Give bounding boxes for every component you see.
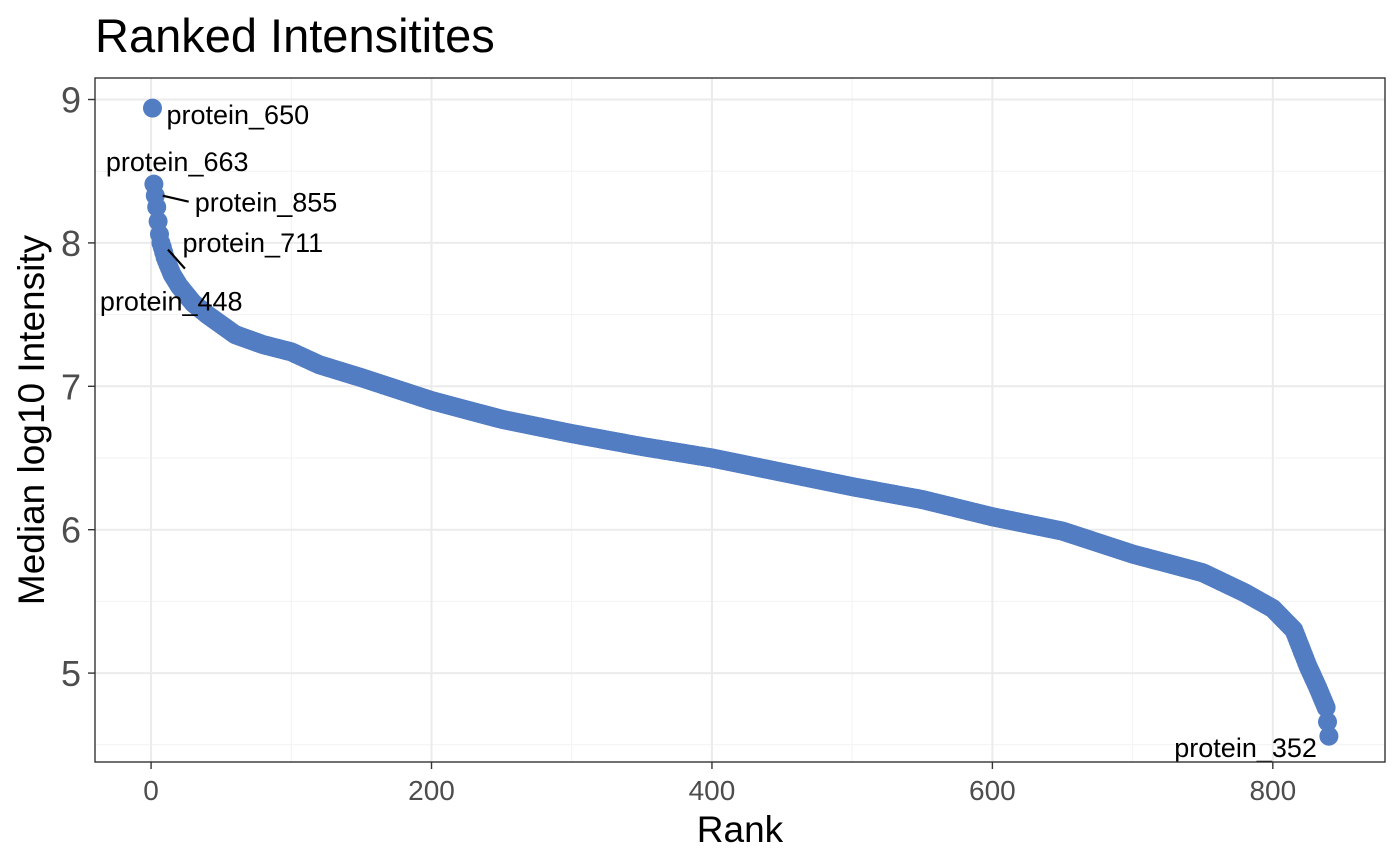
data-point [142, 98, 162, 118]
point-label: protein_663 [106, 147, 249, 177]
x-tick-label: 0 [143, 775, 159, 806]
y-tick-label: 5 [61, 653, 81, 694]
x-tick-label: 800 [1249, 775, 1296, 806]
point-label: protein_711 [183, 228, 324, 258]
point-label: protein_352 [1174, 733, 1317, 763]
data-points [142, 98, 1339, 746]
y-tick-label: 9 [61, 80, 81, 121]
x-tick-label: 600 [969, 775, 1016, 806]
point-label: protein_650 [166, 100, 309, 130]
point-label: protein_448 [100, 287, 243, 317]
chart-title: Ranked Intensitites [95, 9, 495, 62]
data-point [1319, 726, 1339, 746]
plot-border [94, 77, 1386, 763]
grid [95, 78, 1385, 762]
annotation-leader-line [167, 248, 186, 270]
plot-background [95, 78, 1385, 762]
x-tick-label: 200 [408, 775, 455, 806]
y-axis: 5 6 7 8 9 [61, 80, 95, 694]
point-annotations: protein_650 protein_663 protein_855protein… [100, 100, 1317, 763]
y-tick-label: 6 [61, 510, 81, 551]
data-point [1316, 698, 1336, 718]
x-axis: 0 200 400 600 800 [143, 762, 1296, 806]
data-point [1318, 712, 1338, 732]
x-axis-title: Rank [697, 809, 784, 850]
point-label: protein_855 [195, 188, 338, 218]
data-point [147, 197, 167, 217]
x-tick-label: 400 [689, 775, 736, 806]
annotation-leader-line [162, 194, 189, 203]
y-tick-label: 7 [61, 366, 81, 407]
y-tick-label: 8 [61, 223, 81, 264]
y-axis-title: Median log10 Intensity [11, 234, 52, 605]
